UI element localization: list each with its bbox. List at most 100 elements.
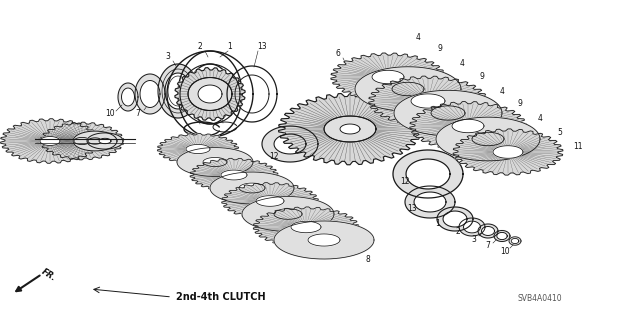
Text: 1: 1 xyxy=(228,42,232,51)
Polygon shape xyxy=(242,197,334,232)
Polygon shape xyxy=(511,238,519,244)
Polygon shape xyxy=(494,231,510,241)
Polygon shape xyxy=(331,53,445,101)
Text: 4: 4 xyxy=(460,60,465,69)
Polygon shape xyxy=(253,207,359,247)
Text: 9: 9 xyxy=(518,100,522,108)
Polygon shape xyxy=(324,116,376,142)
Text: FR.: FR. xyxy=(40,267,58,283)
Polygon shape xyxy=(355,67,461,111)
Polygon shape xyxy=(165,73,191,109)
Polygon shape xyxy=(162,69,194,113)
Polygon shape xyxy=(177,148,253,176)
Polygon shape xyxy=(411,94,445,108)
Text: 8: 8 xyxy=(330,227,334,236)
Polygon shape xyxy=(203,158,227,167)
Polygon shape xyxy=(453,129,563,175)
Polygon shape xyxy=(478,224,498,238)
Polygon shape xyxy=(394,90,502,136)
Polygon shape xyxy=(452,119,484,133)
Text: 4: 4 xyxy=(538,115,543,123)
Polygon shape xyxy=(481,226,495,235)
Text: 8: 8 xyxy=(365,255,371,263)
Text: 3: 3 xyxy=(472,234,476,243)
Polygon shape xyxy=(369,76,487,126)
Text: 10: 10 xyxy=(105,109,115,118)
Polygon shape xyxy=(274,134,306,154)
Text: 10: 10 xyxy=(500,247,510,256)
Text: 4: 4 xyxy=(312,214,316,224)
Polygon shape xyxy=(493,146,523,158)
Polygon shape xyxy=(40,137,60,145)
Polygon shape xyxy=(221,170,247,180)
Polygon shape xyxy=(239,183,265,193)
Text: 13: 13 xyxy=(257,42,267,51)
Polygon shape xyxy=(405,186,455,218)
Text: 5: 5 xyxy=(557,129,563,137)
Polygon shape xyxy=(431,106,465,120)
Text: 4: 4 xyxy=(500,86,504,95)
Text: 7: 7 xyxy=(136,109,140,118)
Polygon shape xyxy=(188,78,232,110)
Polygon shape xyxy=(198,85,222,103)
Polygon shape xyxy=(40,122,124,160)
Text: 9: 9 xyxy=(479,72,484,81)
Text: 1: 1 xyxy=(436,219,440,227)
Polygon shape xyxy=(443,211,467,227)
Polygon shape xyxy=(274,209,302,219)
Text: 5: 5 xyxy=(216,107,220,115)
Text: 2nd-4th CLUTCH: 2nd-4th CLUTCH xyxy=(176,292,266,302)
Polygon shape xyxy=(459,218,485,236)
Text: 2: 2 xyxy=(456,226,460,235)
Polygon shape xyxy=(497,233,507,240)
Polygon shape xyxy=(256,196,284,206)
Polygon shape xyxy=(262,126,318,162)
Polygon shape xyxy=(406,159,450,189)
Polygon shape xyxy=(410,101,526,151)
Polygon shape xyxy=(324,116,376,142)
Text: 7: 7 xyxy=(486,241,490,250)
Polygon shape xyxy=(509,237,521,245)
Text: 4: 4 xyxy=(415,33,420,41)
Text: 13: 13 xyxy=(407,204,417,213)
Polygon shape xyxy=(278,93,421,165)
Text: 12: 12 xyxy=(269,152,279,161)
Polygon shape xyxy=(73,131,117,151)
Text: 4: 4 xyxy=(239,162,244,172)
Polygon shape xyxy=(1,119,99,163)
Text: 12: 12 xyxy=(400,176,410,186)
Text: 11: 11 xyxy=(573,143,583,152)
Polygon shape xyxy=(340,124,360,134)
Polygon shape xyxy=(175,68,245,120)
Text: 2: 2 xyxy=(198,42,202,51)
Polygon shape xyxy=(74,137,90,145)
Polygon shape xyxy=(463,221,481,233)
Polygon shape xyxy=(118,83,138,111)
Polygon shape xyxy=(188,78,232,110)
Polygon shape xyxy=(392,82,424,96)
Polygon shape xyxy=(122,88,134,106)
Polygon shape xyxy=(472,132,504,146)
Polygon shape xyxy=(190,158,278,192)
Polygon shape xyxy=(221,183,318,219)
Polygon shape xyxy=(186,145,210,153)
Polygon shape xyxy=(393,150,463,198)
Polygon shape xyxy=(291,221,321,233)
Polygon shape xyxy=(158,64,198,118)
Polygon shape xyxy=(436,117,540,161)
Polygon shape xyxy=(140,80,160,108)
Polygon shape xyxy=(308,234,340,246)
Text: 3: 3 xyxy=(166,53,170,62)
Text: 4: 4 xyxy=(348,241,353,250)
Text: 6: 6 xyxy=(335,49,340,58)
Polygon shape xyxy=(168,76,188,106)
Polygon shape xyxy=(372,70,404,84)
Polygon shape xyxy=(414,192,446,212)
Polygon shape xyxy=(437,207,473,231)
Text: 11: 11 xyxy=(185,107,195,115)
Polygon shape xyxy=(274,221,374,259)
Text: 8: 8 xyxy=(294,202,298,211)
Text: 9: 9 xyxy=(438,44,442,54)
Polygon shape xyxy=(87,133,123,149)
Text: 8: 8 xyxy=(258,175,262,184)
